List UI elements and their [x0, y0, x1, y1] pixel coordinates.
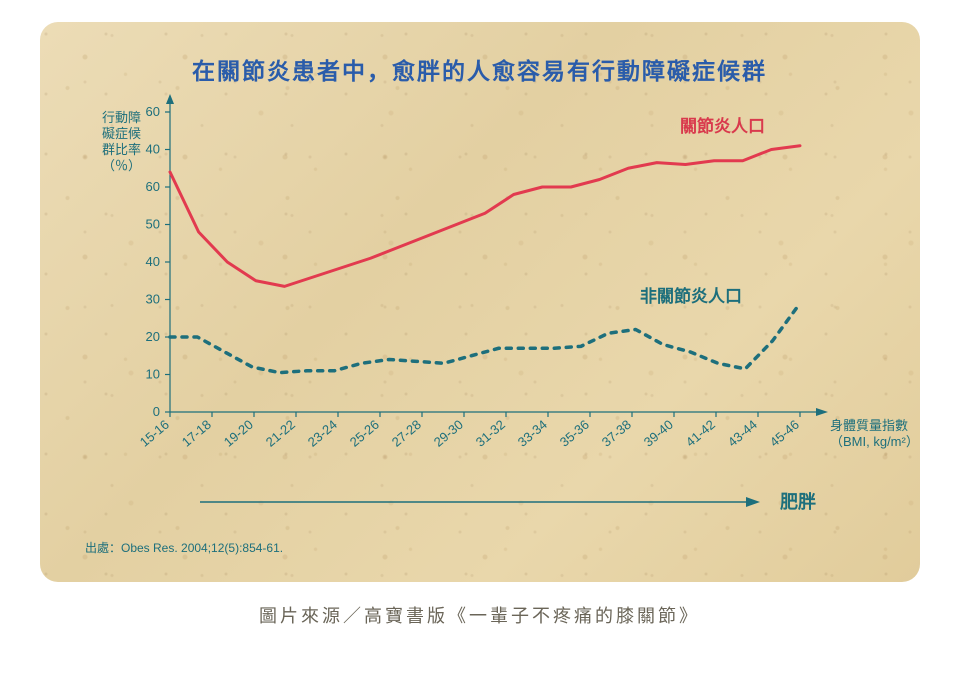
series-label-nonarthritis: 非關節炎人口: [640, 286, 742, 306]
svg-text:37-38: 37-38: [598, 417, 633, 450]
svg-text:23-24: 23-24: [304, 417, 339, 450]
chart-svg: 0 10 20 30 40 50 60 40 60 行動障礙症候群比率（％） 15-1617-181…: [40, 22, 920, 582]
svg-text:40: 40: [145, 254, 159, 269]
svg-text:50: 50: [145, 217, 159, 232]
svg-text:29-30: 29-30: [430, 417, 465, 450]
source-label: 出處：Obes Res. 2004;12(5):854-61.: [85, 541, 283, 555]
svg-text:0: 0: [152, 404, 159, 419]
svg-text:60: 60: [145, 104, 159, 119]
svg-text:43-44: 43-44: [724, 417, 759, 450]
svg-text:33-34: 33-34: [514, 417, 549, 450]
chart-card: 在關節炎患者中，愈胖的人愈容易有行動障礙症候群 0102030405060406…: [40, 22, 920, 582]
series-label-arthritis: 關節炎人口: [680, 116, 765, 136]
svg-text:45-46: 45-46: [766, 417, 801, 450]
svg-text:（BMI, kg/m²）: （BMI, kg/m²）: [830, 434, 919, 449]
svg-text:41-42: 41-42: [682, 417, 717, 450]
series-非關節炎人口: [170, 303, 800, 372]
svg-text:身體質量指數: 身體質量指數: [830, 418, 908, 433]
svg-text:20: 20: [145, 329, 159, 344]
svg-text:27-28: 27-28: [388, 417, 423, 450]
svg-text:群比率: 群比率: [102, 142, 141, 157]
svg-text:39-40: 39-40: [640, 417, 675, 450]
svg-text:31-32: 31-32: [472, 417, 507, 450]
svg-text:（％）: （％）: [102, 158, 141, 173]
svg-text:19-20: 19-20: [220, 417, 255, 450]
obesity-label: 肥胖: [779, 491, 816, 512]
svg-text:30: 30: [145, 292, 159, 307]
svg-text:40: 40: [145, 142, 159, 157]
svg-text:10: 10: [145, 367, 159, 382]
svg-text:21-22: 21-22: [262, 417, 297, 450]
svg-text:60: 60: [145, 179, 159, 194]
svg-text:17-18: 17-18: [178, 417, 213, 450]
svg-text:35-36: 35-36: [556, 417, 591, 450]
svg-text:行動障: 行動障: [102, 110, 141, 125]
image-caption: 圖片來源／高寶書版《一輩子不疼痛的膝關節》: [40, 602, 920, 628]
svg-text:15-16: 15-16: [136, 417, 171, 450]
svg-text:礙症候: 礙症候: [102, 126, 141, 141]
svg-text:25-26: 25-26: [346, 417, 381, 450]
series-關節炎人口: [170, 146, 800, 287]
